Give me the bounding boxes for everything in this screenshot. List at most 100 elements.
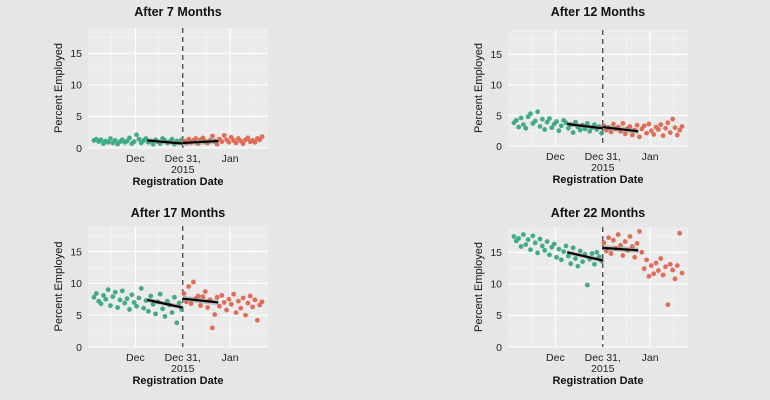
plot-background <box>88 226 268 347</box>
point-after-cutoff <box>259 299 265 305</box>
point-after-cutoff <box>245 135 251 141</box>
x-tick-label: Dec <box>126 153 145 165</box>
point-before-cutoff <box>592 261 597 267</box>
point-after-cutoff <box>663 264 668 270</box>
x-tick-label: Jan <box>222 153 239 165</box>
point-after-cutoff <box>186 284 192 289</box>
point-before-cutoff <box>573 256 578 261</box>
point-before-cutoff <box>119 288 125 294</box>
y-tick-label: 5 <box>76 310 82 322</box>
fit-line <box>146 298 183 309</box>
y-tick-label: 10 <box>70 278 82 290</box>
point-before-cutoff <box>535 109 541 115</box>
point-before-cutoff <box>134 303 139 309</box>
point-after-cutoff <box>221 300 227 305</box>
panel-title: After 7 Months <box>134 5 222 19</box>
point-after-cutoff <box>637 134 642 140</box>
point-before-cutoff <box>112 138 118 143</box>
point-after-cutoff <box>618 242 623 248</box>
point-after-cutoff <box>679 124 685 129</box>
point-before-cutoff <box>518 115 524 121</box>
point-before-cutoff <box>141 305 147 311</box>
point-before-cutoff <box>169 310 175 316</box>
point-before-cutoff <box>539 116 545 122</box>
fit-line <box>566 251 603 262</box>
plot-background <box>508 227 688 347</box>
point-after-cutoff <box>233 140 239 146</box>
point-before-cutoff <box>115 305 121 310</box>
point-before-cutoff <box>150 141 156 147</box>
point-before-cutoff <box>174 320 180 326</box>
point-before-cutoff <box>577 127 583 133</box>
point-before-cutoff <box>596 254 602 260</box>
point-before-cutoff <box>98 301 104 307</box>
point-after-cutoff <box>233 310 239 316</box>
point-before-cutoff <box>537 236 543 242</box>
point-after-cutoff <box>601 240 607 246</box>
point-after-cutoff <box>608 251 614 256</box>
x-tick-label: Dec <box>546 352 565 364</box>
point-before-cutoff <box>556 128 562 134</box>
x-tick-label: Dec 31, 2015 <box>585 352 621 375</box>
panel-title: After 17 Months <box>131 206 226 220</box>
point-before-cutoff <box>551 241 557 247</box>
point-before-cutoff <box>105 139 111 145</box>
point-after-cutoff <box>200 135 206 141</box>
x-axis-title: Registration Date <box>552 174 643 186</box>
point-after-cutoff <box>658 122 664 128</box>
plot-background <box>88 28 268 148</box>
point-after-cutoff <box>627 234 633 239</box>
y-tick-label: 0 <box>496 342 502 354</box>
y-tick-label: 15 <box>490 49 502 61</box>
point-after-cutoff <box>209 325 215 331</box>
point-before-cutoff <box>143 136 149 141</box>
point-before-cutoff <box>122 300 128 306</box>
x-tick-label: Dec 31, 2015 <box>165 153 201 176</box>
point-after-cutoff <box>620 253 626 258</box>
x-axis-title: Registration Date <box>132 176 223 188</box>
x-axis-title: Registration Date <box>132 375 223 387</box>
y-axis-title: Percent Employed <box>473 43 485 133</box>
chart-panel-2: 0 5 10 15 Dec Dec 31, 2015 Jan After 12 Months Re… <box>473 5 688 186</box>
point-before-cutoff <box>108 303 113 309</box>
y-tick-label: 5 <box>496 310 502 322</box>
point-after-cutoff <box>212 312 218 317</box>
point-before-cutoff <box>554 119 559 124</box>
point-after-cutoff <box>646 273 652 279</box>
point-before-cutoff <box>150 301 156 307</box>
point-after-cutoff <box>202 289 208 294</box>
point-before-cutoff <box>91 294 97 300</box>
point-before-cutoff <box>535 250 541 256</box>
point-before-cutoff <box>523 125 529 131</box>
point-before-cutoff <box>138 286 144 291</box>
point-before-cutoff <box>575 263 581 269</box>
point-before-cutoff <box>542 127 548 132</box>
point-before-cutoff <box>520 122 526 128</box>
point-after-cutoff <box>658 256 664 261</box>
point-before-cutoff <box>145 308 151 314</box>
point-after-cutoff <box>606 235 612 241</box>
point-after-cutoff <box>665 302 671 308</box>
point-before-cutoff <box>105 287 111 293</box>
point-before-cutoff <box>573 119 578 125</box>
x-tick-label: Dec <box>126 352 145 364</box>
point-before-cutoff <box>157 291 163 297</box>
point-after-cutoff <box>250 304 256 310</box>
point-before-cutoff <box>516 235 522 241</box>
point-after-cutoff <box>608 129 614 135</box>
y-tick-label: 10 <box>490 80 502 92</box>
point-after-cutoff <box>221 132 227 138</box>
y-tick-label: 0 <box>496 141 502 153</box>
y-axis-title: Percent Employed <box>53 242 65 332</box>
point-after-cutoff <box>238 305 244 311</box>
point-after-cutoff <box>620 121 626 126</box>
point-after-cutoff <box>679 270 685 276</box>
x-tick-label: Jan <box>222 352 239 364</box>
point-after-cutoff <box>677 127 683 133</box>
x-tick-label: Dec <box>546 151 565 163</box>
y-tick-label: 0 <box>76 143 82 155</box>
y-tick-label: 0 <box>76 342 82 354</box>
point-after-cutoff <box>644 130 649 136</box>
point-before-cutoff <box>568 261 574 267</box>
point-before-cutoff <box>532 118 538 124</box>
